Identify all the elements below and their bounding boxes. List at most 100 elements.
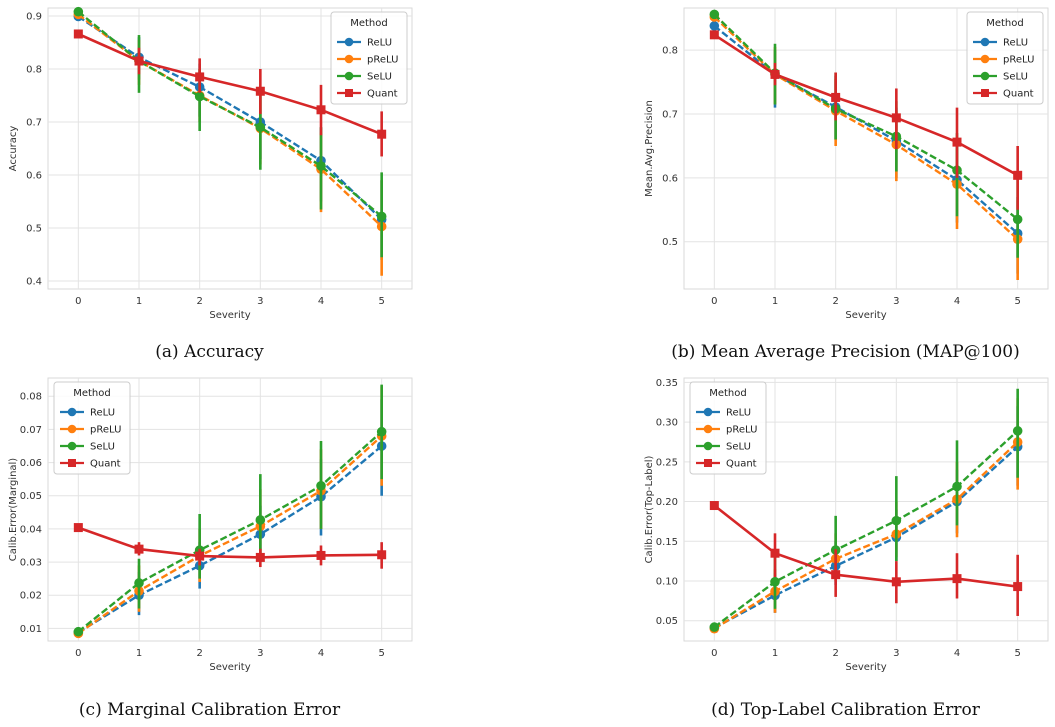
y-tick-label: 0.15: [656, 537, 678, 548]
y-tick-label: 0.20: [656, 497, 678, 508]
legend-label: Quant: [1003, 89, 1034, 100]
legend-marker: [344, 71, 354, 81]
y-tick-label: 0.30: [656, 418, 678, 429]
y-tick-label: 0.4: [26, 277, 42, 288]
x-tick-label: 5: [378, 648, 384, 659]
data-point: [831, 92, 841, 102]
data-point: [195, 551, 205, 561]
data-point: [891, 577, 901, 587]
x-tick-label: 1: [136, 296, 142, 307]
x-tick-label: 1: [772, 296, 778, 307]
legend-item-quant: Quant: [973, 89, 1034, 100]
chart-svg: 0.01 0.02 0.03 0.04 0.05 0.06 0.07 0.08 0 1 2 3 4 5 Se…: [8, 377, 413, 673]
legend-item-quant: Quant: [60, 459, 121, 470]
legend-item-selu: SeLU: [60, 442, 115, 453]
legend-label: pReLU: [367, 55, 398, 66]
legend-title: Method: [986, 18, 1024, 29]
legend-marker: [703, 407, 713, 417]
legend: Method ReLU pReLU SeLU Quant: [966, 11, 1044, 105]
chart-svg: 0.05 0.10 0.15 0.20 0.25 0.30 0.35 0 1 2 3 4 5 Severi…: [644, 377, 1049, 673]
x-axis-label: Severity: [845, 310, 886, 321]
y-tick-label: 0.5: [26, 224, 42, 235]
legend-marker: [703, 424, 713, 434]
x-tick-label: 5: [1014, 648, 1020, 659]
caption-a: (a) Accuracy: [155, 342, 264, 362]
legend-marker: [703, 441, 713, 451]
x-tick-label: 1: [136, 648, 142, 659]
data-point: [134, 56, 144, 66]
legend-label: SeLU: [90, 442, 115, 453]
y-tick-label: 0.8: [26, 64, 42, 75]
chart-top-label-calibration-error: 0.05 0.10 0.15 0.20 0.25 0.30 0.35 0 1 2 3 4 5 Severi…: [636, 372, 1055, 682]
x-tick-label: 1: [772, 648, 778, 659]
series-quant: [73, 523, 387, 569]
data-point: [891, 113, 901, 123]
y-tick-label: 0.6: [662, 173, 678, 184]
data-point: [134, 578, 144, 588]
series-line: [713, 441, 1019, 630]
legend-title: Method: [350, 18, 388, 29]
series-line: [77, 445, 383, 634]
data-point: [73, 6, 84, 17]
legend-marker: [344, 37, 354, 47]
data-point: [770, 577, 780, 587]
series-line: [713, 504, 1018, 588]
series-line: [77, 10, 383, 218]
data-point: [831, 570, 841, 580]
legend-label: pReLU: [90, 425, 121, 436]
legend-label: pReLU: [726, 425, 757, 436]
legend-marker: [980, 54, 990, 64]
x-tick-label: 5: [1014, 296, 1020, 307]
y-tick-label: 0.7: [662, 110, 678, 121]
x-tick-label: 2: [832, 296, 838, 307]
legend-title: Method: [73, 388, 111, 399]
series-line: [77, 32, 383, 136]
legend-label: ReLU: [726, 408, 751, 419]
legend-box: [689, 381, 767, 475]
x-tick-label: 5: [378, 296, 384, 307]
x-axis-label: Severity: [209, 662, 250, 673]
x-tick-label: 0: [711, 648, 717, 659]
x-tick-label: 4: [318, 648, 324, 659]
y-tick-label: 0.05: [656, 616, 678, 627]
data-point: [1012, 426, 1023, 436]
x-axis-label: Severity: [209, 310, 250, 321]
series-line: [77, 430, 383, 633]
data-point: [709, 9, 720, 20]
data-point: [73, 626, 84, 637]
legend-label: ReLU: [1003, 38, 1028, 49]
legend-box: [53, 381, 131, 475]
series-line: [713, 429, 1019, 629]
x-axis-label: Severity: [845, 662, 886, 673]
legend-label: SeLU: [1003, 72, 1028, 83]
legend-title: Method: [709, 388, 747, 399]
y-tick-label: 0.05: [20, 491, 42, 502]
data-point: [194, 91, 205, 102]
data-point: [952, 574, 962, 584]
legend-box: [330, 11, 408, 105]
data-point: [73, 29, 83, 39]
caption-d: (d) Top-Label Calibration Error: [711, 700, 980, 720]
legend-marker: [344, 54, 354, 64]
series-line: [77, 526, 382, 559]
legend-label: ReLU: [367, 38, 392, 49]
legend-label: pReLU: [1003, 55, 1034, 66]
x-tick-label: 0: [75, 648, 81, 659]
series-line: [713, 13, 1019, 221]
x-tick-label: 3: [893, 296, 899, 307]
legend-label: SeLU: [367, 72, 392, 83]
y-tick-label: 0.04: [20, 524, 42, 535]
legend-item-prelu: pReLU: [696, 425, 757, 436]
series-quant: [73, 29, 387, 157]
legend-item-selu: SeLU: [696, 442, 751, 453]
data-point: [952, 481, 962, 492]
data-point: [770, 69, 780, 79]
data-point: [1013, 170, 1023, 180]
chart-svg: 0.5 0.6 0.7 0.8 0 1 2 3 4 5 Severity Mean.Avg.Preci…: [644, 7, 1049, 321]
chart-svg: 0.4 0.5 0.6 0.7 0.8 0.9 0 1 2 3 4 5 Severity Accuracy…: [8, 6, 413, 321]
x-tick-label: 0: [75, 296, 81, 307]
series-line: [77, 15, 383, 221]
data-point: [255, 86, 265, 96]
y-axis-label: Calib.Error(Top-Label): [644, 455, 655, 563]
x-tick-label: 4: [954, 296, 960, 307]
